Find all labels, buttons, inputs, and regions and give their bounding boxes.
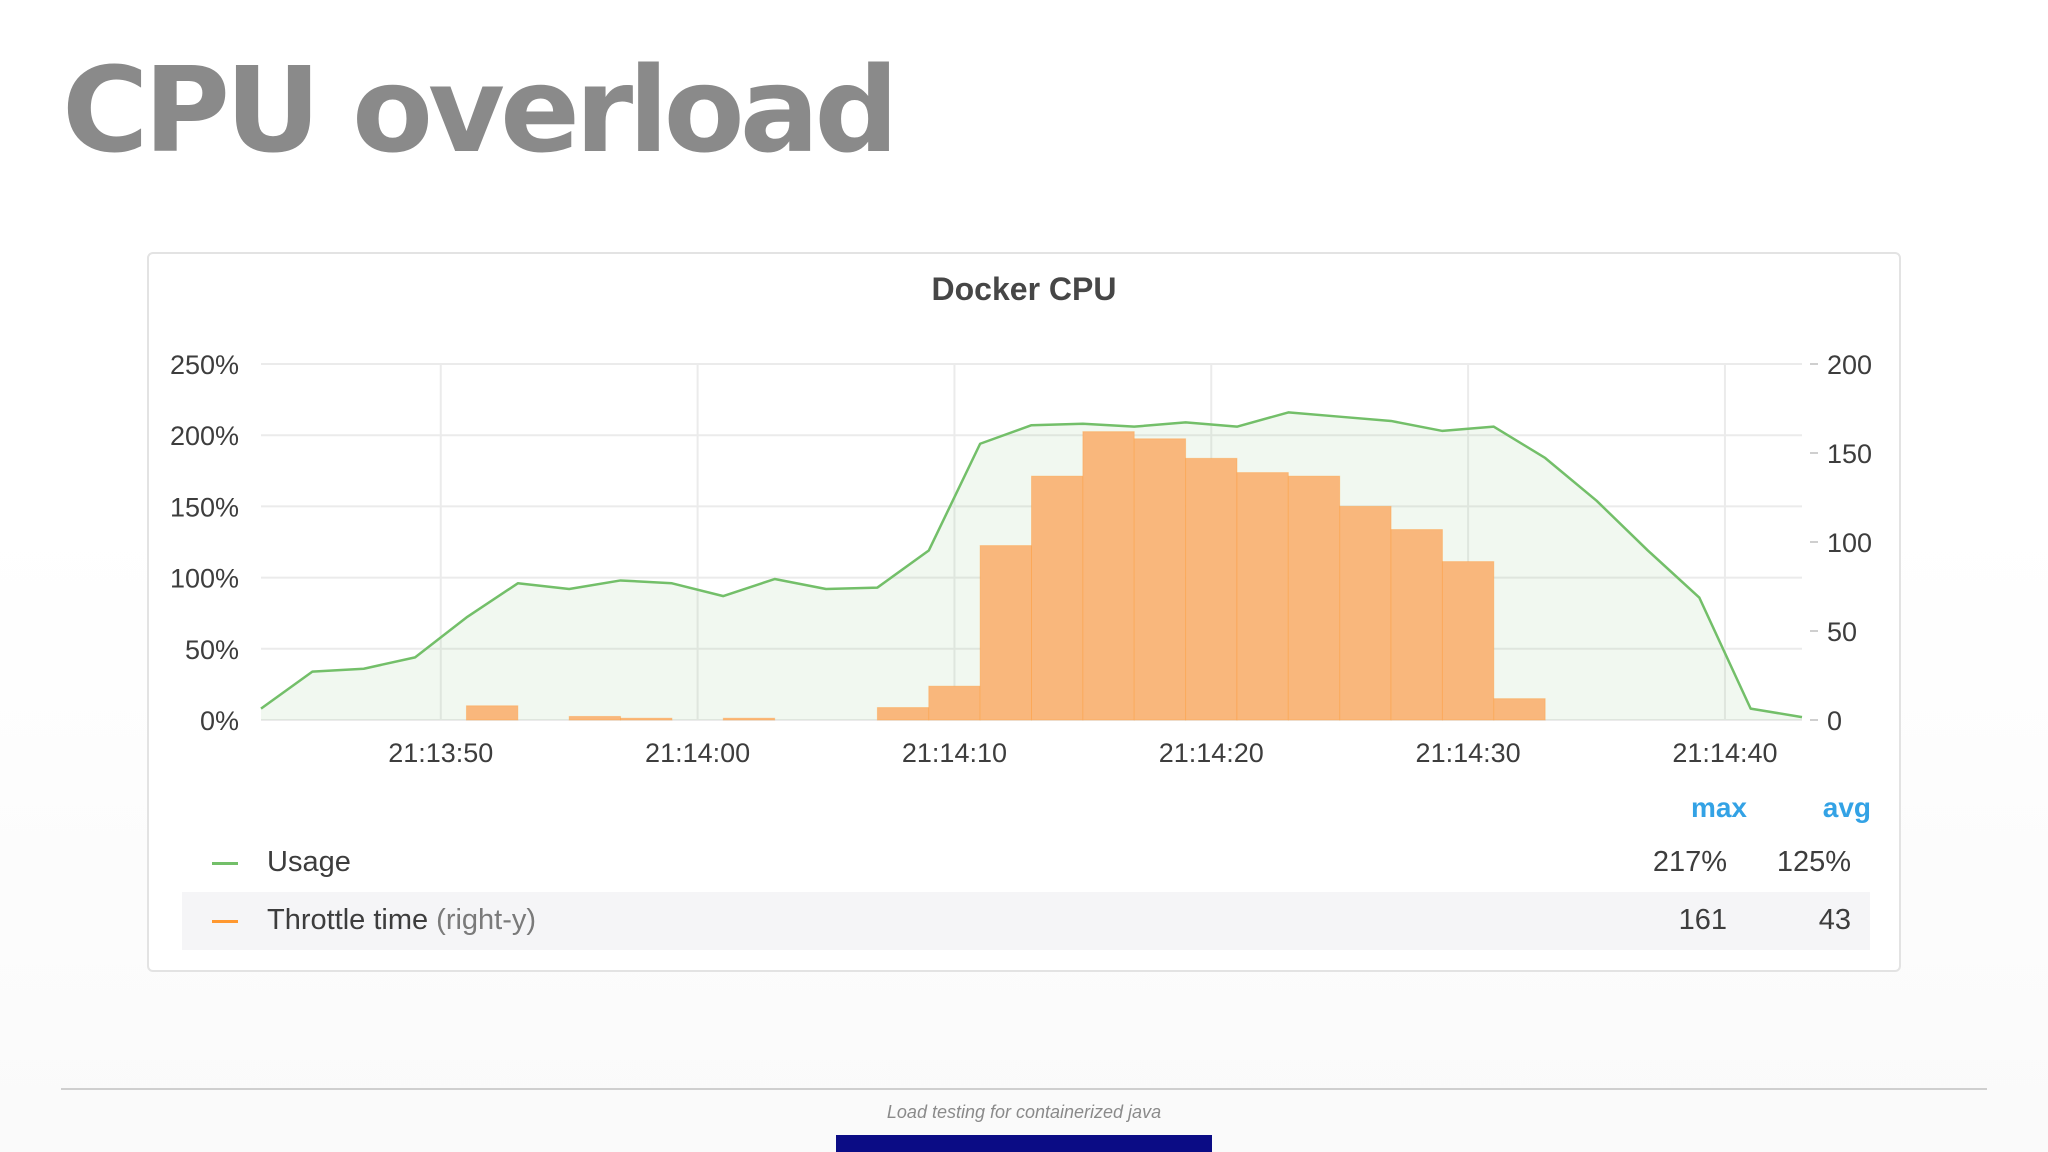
throttle-bar xyxy=(1133,438,1187,721)
throttle-bar xyxy=(1185,457,1238,721)
y-right-tick-label: 100 xyxy=(1827,528,1872,558)
y-left-tick-label: 50% xyxy=(185,635,239,665)
throttle-bar xyxy=(1287,475,1341,721)
slide-title: CPU overload xyxy=(62,41,899,179)
throttle-bar xyxy=(1441,561,1495,721)
y-left-tick-label: 200% xyxy=(170,421,239,451)
legend-label-throttle: Throttle time (right-y) xyxy=(267,904,537,936)
throttle-bar xyxy=(620,717,673,721)
throttle-bar xyxy=(1082,431,1135,721)
footer-divider xyxy=(61,1088,1987,1090)
y-right-tick-label: 50 xyxy=(1827,617,1857,647)
y-left-tick-label: 150% xyxy=(170,492,239,522)
y-right-tick-label: 0 xyxy=(1827,706,1842,736)
x-tick-label: 21:13:50 xyxy=(388,738,493,768)
throttle-bar xyxy=(722,717,776,721)
throttle-bar xyxy=(1493,698,1546,721)
throttle-bar xyxy=(1236,472,1289,721)
docker-cpu-panel: Docker CPU 0% 50% 100% 150% 200% 250% 0 50 100 150… xyxy=(147,252,1901,972)
legend-row-usage[interactable]: Usage 217% 125% xyxy=(182,834,1870,892)
usage-avg: 125% xyxy=(1776,846,1851,878)
legend-header-max[interactable]: max xyxy=(1690,792,1747,823)
legend-label-usage: Usage xyxy=(267,846,351,878)
throttle-bar xyxy=(928,685,981,721)
throttle-bar xyxy=(1339,505,1392,721)
docker-cpu-chart: Docker CPU 0% 50% 100% 150% 200% 250% 0 50 100 150… xyxy=(170,271,1872,768)
x-tick-label: 21:14:30 xyxy=(1416,738,1521,768)
throttle-max: 161 xyxy=(1678,904,1727,936)
throttle-bar xyxy=(876,707,930,721)
throttle-bar xyxy=(1390,529,1443,721)
x-tick-label: 21:14:00 xyxy=(645,738,750,768)
throttle-bar xyxy=(568,715,622,721)
throttle-bar xyxy=(465,705,519,721)
chart-title: Docker CPU xyxy=(932,271,1117,307)
footer-bar xyxy=(836,1135,1212,1152)
legend-row-throttle[interactable]: Throttle time (right-y) 161 43 xyxy=(182,892,1870,950)
y-left-tick-label: 250% xyxy=(170,350,239,380)
usage-swatch xyxy=(212,862,238,865)
y-left-tick-label: 0% xyxy=(200,706,239,736)
y-right-tick-label: 150 xyxy=(1827,439,1872,469)
x-tick-label: 21:14:10 xyxy=(902,738,1007,768)
throttle-avg: 43 xyxy=(1818,904,1851,936)
usage-max: 217% xyxy=(1652,846,1727,878)
throttle-bar xyxy=(1031,475,1084,721)
throttle-bar xyxy=(979,545,1033,721)
legend-header-avg[interactable]: avg xyxy=(1822,792,1871,823)
throttle-swatch xyxy=(212,920,238,923)
x-tick-label: 21:14:40 xyxy=(1672,738,1777,768)
x-tick-label: 21:14:20 xyxy=(1159,738,1264,768)
footer-text: Load testing for containerized java xyxy=(886,1102,1162,1122)
y-right-tick-label: 200 xyxy=(1827,350,1872,380)
y-left-tick-label: 100% xyxy=(170,564,239,594)
